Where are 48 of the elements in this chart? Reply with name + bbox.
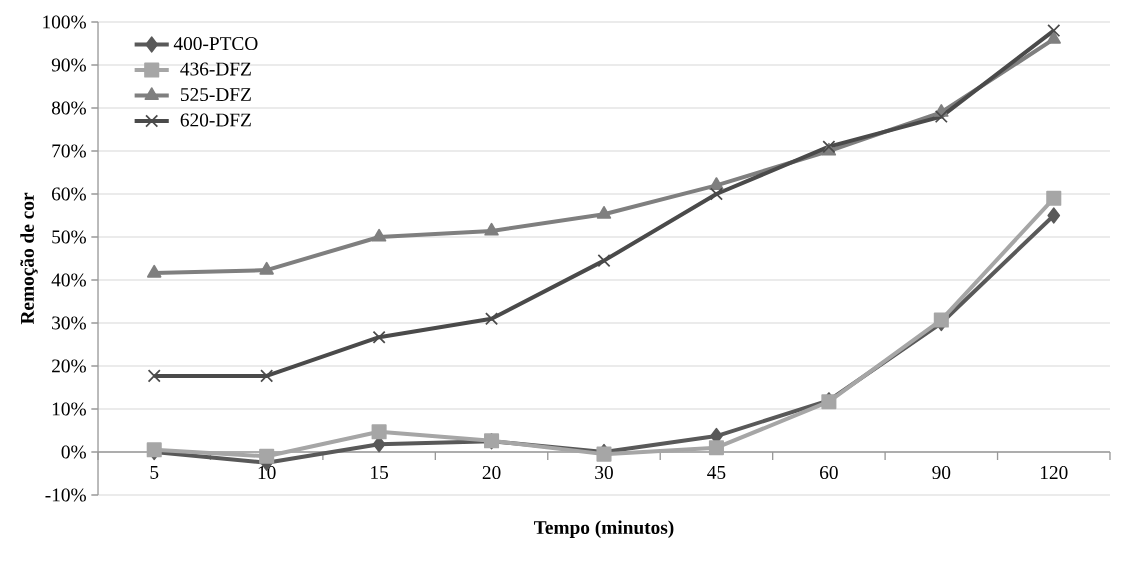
- x-tick-label: 10: [258, 466, 276, 480]
- y-tick-label: 20%: [52, 359, 86, 373]
- x-tick-label: 45: [707, 466, 726, 479]
- x-tick-label: 20: [482, 466, 501, 480]
- legend-label: 400-PTCO: [173, 37, 258, 51]
- x-tick-label: 30: [595, 466, 613, 480]
- x-tick-label: 15: [371, 466, 389, 479]
- x-tick-label: 120: [1040, 466, 1068, 480]
- point: [1046, 190, 1062, 206]
- x-tick-label: 90: [932, 466, 951, 480]
- x-tick-label: 5: [150, 466, 159, 479]
- point: [259, 261, 274, 275]
- y-axis-title: Remoção de cor: [20, 192, 38, 325]
- point: [596, 205, 612, 219]
- y-tick-label: 40%: [51, 273, 86, 287]
- point: [259, 448, 275, 464]
- point: [260, 369, 274, 383]
- point: [708, 440, 724, 456]
- y-tick-label: 100%: [43, 15, 86, 29]
- y-tick-label: 60%: [52, 187, 86, 201]
- y-tick-label: 50%: [52, 230, 86, 244]
- point: [147, 264, 162, 278]
- legend-label: 436-DFZ: [180, 62, 251, 76]
- point: [1047, 24, 1061, 38]
- y-tick-label: 70%: [52, 144, 86, 158]
- y-tick-label: 10%: [52, 402, 86, 416]
- point: [933, 312, 949, 328]
- y-tick-label: 30%: [52, 316, 86, 330]
- x-tick-label: 60: [820, 466, 838, 480]
- point: [371, 228, 387, 242]
- y-tick-label: -10%: [45, 488, 86, 502]
- point: [1046, 30, 1061, 44]
- point: [709, 177, 724, 190]
- point: [485, 312, 499, 326]
- point: [934, 110, 948, 124]
- legend-label: 525-DFZ: [181, 88, 251, 102]
- point: [371, 424, 387, 440]
- y-tick-label: 80%: [51, 101, 86, 115]
- y-tick-label: 0%: [61, 445, 86, 459]
- point: [597, 254, 611, 268]
- point: [709, 187, 723, 201]
- point: [372, 330, 386, 344]
- point: [147, 369, 161, 383]
- legend-label: 620-DFZ: [180, 113, 251, 127]
- point: [484, 222, 499, 236]
- y-tick-label: 90%: [51, 58, 86, 72]
- x-axis-title: Tempo (minutos): [534, 520, 674, 538]
- point: [1047, 207, 1061, 224]
